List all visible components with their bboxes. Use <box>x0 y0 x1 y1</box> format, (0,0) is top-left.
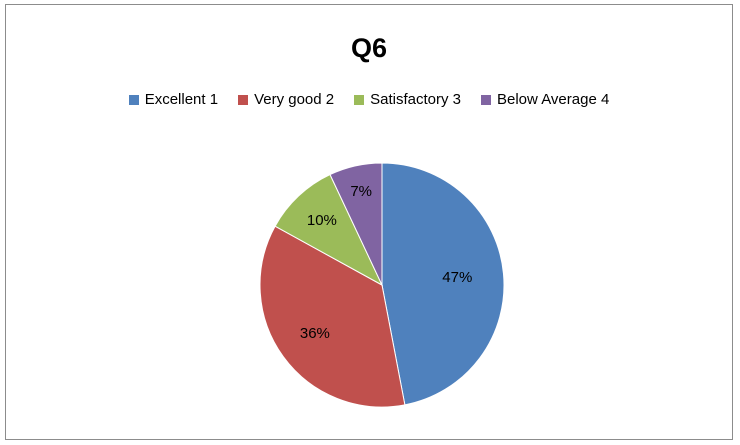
legend-swatch-below-average <box>481 94 491 105</box>
pie-chart: 47% 36% 10% 7% <box>259 162 505 408</box>
legend-label-satisfactory: Satisfactory 3 <box>370 91 461 108</box>
legend-label-very-good: Very good 2 <box>254 91 335 108</box>
legend-label-excellent: Excellent 1 <box>144 91 219 108</box>
legend-item-very-good: Very good 2 <box>238 91 334 108</box>
pie-label-very-good: 36% <box>300 325 330 342</box>
pie-label-below-average: 7% <box>350 183 372 200</box>
pie-slice-satisfactory <box>274 173 384 287</box>
chart-frame: Q6 Excellent 1 Very good 2 Satisfactory … <box>5 4 733 440</box>
legend-item-excellent: Excellent 1 <box>128 91 219 108</box>
legend-swatch-satisfactory <box>354 94 365 105</box>
pie-label-excellent: 47% <box>442 269 472 286</box>
legend-item-below-average: Below Average 4 <box>481 91 609 108</box>
legend-label-below-average: Below Average 4 <box>497 91 610 108</box>
pie-data-labels: 47% 36% 10% 7% <box>300 183 472 342</box>
legend-swatch-very-good <box>238 94 249 105</box>
chart-title: Q6 <box>350 33 388 63</box>
pie-slice-below-average <box>329 162 383 286</box>
pie-slice-very-good <box>259 225 406 408</box>
legend-item-satisfactory: Satisfactory 3 <box>354 91 461 108</box>
pie-slice-excellent <box>381 162 505 406</box>
pie-slices <box>259 162 505 408</box>
chart-legend: Excellent 1 Very good 2 Satisfactory 3 B… <box>6 91 732 108</box>
pie-label-satisfactory: 10% <box>307 212 337 229</box>
legend-swatch-excellent <box>128 94 139 105</box>
